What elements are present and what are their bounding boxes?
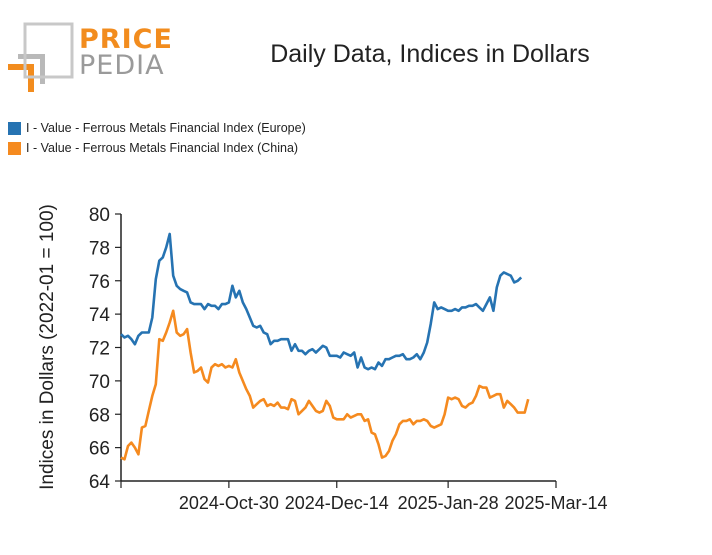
series-layer — [121, 234, 528, 459]
x-tick-label: 2024-Oct-30 — [179, 493, 279, 513]
y-tick-label: 80 — [89, 205, 110, 226]
y-tick-label: 70 — [89, 372, 110, 393]
x-axis: 2024-Oct-30 2024-Dec-14 2025-Jan-28 2025-Ma… — [121, 481, 608, 513]
y-axis-label: Indices in Dollars (2022-01 = 100) — [37, 204, 58, 490]
x-tick-label: 2024-Dec-14 — [285, 493, 389, 513]
x-tick-label: 2025-Jan-28 — [398, 493, 499, 513]
y-tick-label: 68 — [89, 405, 110, 426]
y-tick-label: 74 — [89, 305, 111, 326]
series-line-china[interactable] — [121, 311, 528, 460]
series-line-europe[interactable] — [121, 234, 521, 369]
y-tick-label: 64 — [89, 472, 111, 493]
x-tick-label: 2025-Mar-14 — [504, 493, 607, 513]
y-axis: 64 66 68 70 72 74 76 78 80 — [89, 205, 121, 493]
y-tick-label: 78 — [89, 238, 110, 259]
y-tick-label: 76 — [89, 272, 110, 293]
y-tick-label: 72 — [89, 339, 110, 360]
y-tick-label: 66 — [89, 439, 110, 460]
